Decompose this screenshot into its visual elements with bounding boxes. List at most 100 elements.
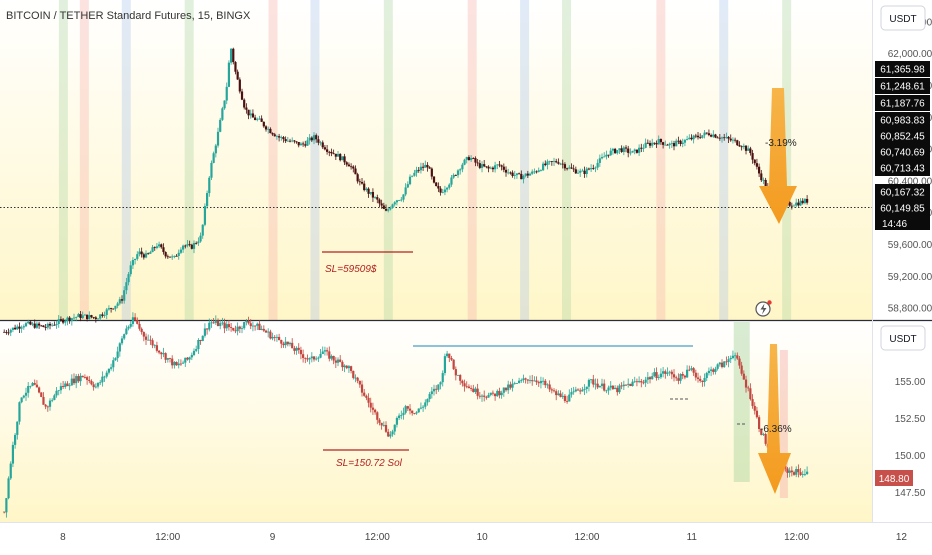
candle-body <box>369 191 372 194</box>
candle-body <box>592 168 595 169</box>
currency-button-top[interactable]: USDT <box>880 5 926 31</box>
candle-body <box>736 140 739 146</box>
candle-body <box>175 362 178 366</box>
candle-body <box>175 255 178 257</box>
btc-price-tag-bg <box>875 112 930 128</box>
candle <box>295 141 298 144</box>
candle-body <box>406 406 409 409</box>
candle-body <box>208 322 211 330</box>
candle-body <box>223 100 226 109</box>
candle-body <box>336 359 340 363</box>
candle <box>664 140 667 146</box>
candle <box>653 368 656 378</box>
candle-body <box>441 373 444 383</box>
btc-price-tag-text: 61,365.98 <box>880 65 925 76</box>
candle <box>103 311 106 318</box>
candle <box>234 61 237 75</box>
candle-body <box>16 326 19 330</box>
candle-body <box>801 200 804 204</box>
candle-body <box>609 150 612 156</box>
candle-body <box>657 377 660 379</box>
candle <box>184 244 187 249</box>
candle <box>624 384 628 387</box>
candle-body <box>646 142 649 144</box>
candle <box>590 164 593 172</box>
sol-projection-arrow: -6.36% <box>758 344 792 494</box>
candle <box>284 337 287 349</box>
candle-body <box>524 173 527 176</box>
candle <box>572 386 575 395</box>
candle <box>504 166 508 177</box>
candle-body <box>720 362 724 368</box>
candle-body <box>166 256 169 258</box>
candle-body <box>225 324 228 329</box>
candle-body <box>24 392 28 396</box>
candle-body <box>592 379 595 385</box>
candle-body <box>352 370 355 378</box>
session-band <box>779 350 788 498</box>
candle <box>563 162 567 171</box>
candle <box>467 155 471 161</box>
candle-body <box>31 323 34 325</box>
candle-body <box>29 385 32 387</box>
candle-body <box>581 389 584 392</box>
candle-body <box>537 170 540 172</box>
candle-body <box>631 150 634 153</box>
candle-body <box>356 174 359 182</box>
candle-body <box>600 383 604 387</box>
candle-body <box>668 143 671 146</box>
candle-body <box>792 472 796 475</box>
candle-body <box>539 380 543 384</box>
candle <box>197 237 200 246</box>
candle-body <box>258 323 261 330</box>
candle-body <box>725 361 728 363</box>
candle <box>415 166 418 177</box>
candle <box>675 375 678 381</box>
candle-body <box>195 349 198 351</box>
candle <box>190 352 193 361</box>
candle-body <box>535 171 538 173</box>
time-axis[interactable]: 8 12:00 9 12:00 10 12:00 11 12:00 12 <box>60 532 907 543</box>
candle-body <box>537 382 540 384</box>
sol-price-tick-label: 152.50 <box>895 414 926 425</box>
candle <box>633 148 636 155</box>
candle <box>99 314 102 321</box>
btc-price-tag: 61,248.61 <box>875 78 930 94</box>
candle <box>264 329 268 333</box>
candle <box>251 109 255 118</box>
candle-body <box>120 299 124 301</box>
candle-body <box>603 383 606 391</box>
candle-body <box>20 397 23 403</box>
candle-body <box>404 406 407 413</box>
candle <box>278 333 281 341</box>
candle-body <box>210 322 213 324</box>
candle <box>622 145 625 156</box>
candle <box>22 324 25 330</box>
candle <box>498 387 501 399</box>
candle-body <box>376 197 379 200</box>
candle-body <box>624 147 628 149</box>
candle-body <box>142 254 145 258</box>
candle-body <box>212 322 215 324</box>
candle <box>413 413 416 415</box>
candle <box>179 247 183 255</box>
candle <box>474 386 477 395</box>
candle-body <box>332 355 335 361</box>
candle-body <box>788 470 791 473</box>
candle-body <box>561 395 564 397</box>
session-band <box>719 0 729 320</box>
btc-price-tick-label: 59,600.00 <box>888 240 932 251</box>
session-band <box>562 0 572 320</box>
candle-body <box>40 392 43 397</box>
candle-body <box>570 392 573 395</box>
candle-body <box>326 149 329 152</box>
alert-flash-icon[interactable] <box>755 300 772 317</box>
candle-body <box>367 188 370 194</box>
candle-body <box>596 383 599 388</box>
currency-button-bottom[interactable]: USDT <box>880 325 926 351</box>
candle-body <box>725 136 728 138</box>
candle <box>262 325 265 333</box>
candle-body <box>203 206 207 225</box>
candle <box>129 261 132 277</box>
candle <box>304 140 307 148</box>
